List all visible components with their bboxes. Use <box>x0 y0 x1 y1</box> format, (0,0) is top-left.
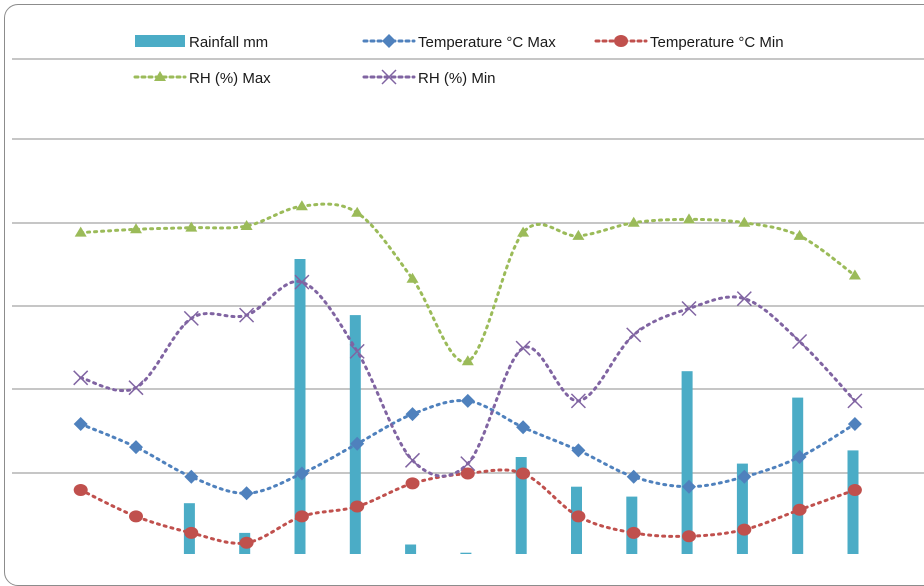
point-rh-max-7 <box>406 272 419 283</box>
point-rh-min-3 <box>183 310 199 326</box>
legend-item-rh-min: RH (%) Min <box>362 69 496 87</box>
point-rh-max-9 <box>517 226 530 237</box>
point-rh-min-15 <box>847 393 863 409</box>
point-temperature-c-min-7 <box>405 477 420 490</box>
point-temperature-c-min-1 <box>73 484 88 496</box>
bar-rainfall-mm-6 <box>349 315 361 554</box>
legend-item-temp-min: Temperature °C Min <box>594 34 784 51</box>
point-temperature-c-min-10 <box>571 510 586 523</box>
bar-rainfall-mm-11 <box>626 496 638 554</box>
point-temperature-c-max-4 <box>239 486 254 501</box>
point-temperature-c-min-13 <box>737 523 752 536</box>
point-rh-max-12 <box>683 213 695 224</box>
legend-label-temp-max: Temperature °C Max <box>418 34 556 51</box>
point-temperature-c-max-13 <box>737 469 752 484</box>
chart-frame <box>4 4 924 586</box>
point-rh-min-8 <box>460 456 476 472</box>
point-rh-min-2 <box>128 380 144 396</box>
series-markers <box>73 200 863 549</box>
point-rh-min-7 <box>404 452 421 468</box>
legend-label-rainfall: Rainfall mm <box>189 34 268 51</box>
legend-marker-diamond <box>382 34 396 48</box>
point-temperature-c-min-6 <box>350 500 365 513</box>
point-temperature-c-min-4 <box>239 536 254 549</box>
point-rh-max-13 <box>738 216 751 227</box>
bar-rainfall-mm-15 <box>847 450 859 554</box>
bar-rainfall-mm-5 <box>294 259 306 554</box>
point-temperature-c-max-6 <box>350 436 365 451</box>
point-rh-min-14 <box>792 333 808 350</box>
point-temperature-c-min-9 <box>516 467 531 480</box>
legend-marker-triangle <box>154 71 166 81</box>
point-rh-max-14 <box>793 229 806 240</box>
point-temperature-c-max-12 <box>682 479 696 494</box>
point-rh-max-4 <box>240 220 253 230</box>
point-temperature-c-max-8 <box>460 393 475 408</box>
bar-rainfall-mm-13 <box>736 463 748 554</box>
point-rh-max-11 <box>627 216 640 227</box>
point-rh-min-6 <box>349 343 365 359</box>
point-rh-max-15 <box>848 269 861 280</box>
line-rh-max-0 <box>79 202 857 364</box>
point-temperature-c-max-10 <box>571 443 586 458</box>
point-rh-min-5 <box>294 274 310 290</box>
point-temperature-c-min-12 <box>682 530 696 543</box>
point-rh-min-12 <box>681 300 697 317</box>
point-temperature-c-min-2 <box>129 510 143 523</box>
point-temperature-c-min-14 <box>792 503 807 516</box>
point-temperature-c-min-8 <box>460 467 475 480</box>
point-temperature-c-max-7 <box>405 407 420 422</box>
point-rh-max-1 <box>74 226 87 237</box>
point-rh-max-8 <box>461 355 474 366</box>
point-rh-min-10 <box>570 393 586 409</box>
legend-marker-circle <box>614 35 628 47</box>
legend-marker-x <box>381 69 397 85</box>
bar-rainfall-mm-14 <box>792 397 804 554</box>
point-temperature-c-max-15 <box>847 417 862 431</box>
point-rh-min-9 <box>515 340 531 356</box>
legend-swatch-rainfall <box>135 35 185 47</box>
point-temperature-c-max-1 <box>73 417 88 431</box>
point-temperature-c-min-3 <box>184 526 199 539</box>
legend-item-rainfall: Rainfall mm <box>135 34 268 51</box>
point-rh-max-5 <box>295 200 308 211</box>
point-temperature-c-max-9 <box>516 420 531 435</box>
point-rh-min-4 <box>239 307 255 323</box>
point-rh-max-3 <box>185 221 198 232</box>
point-temperature-c-min-11 <box>626 526 641 539</box>
legend: Rainfall mm Temperature °C Max Temperatu… <box>133 34 784 87</box>
point-temperature-c-max-5 <box>294 466 309 481</box>
legend-item-rh-max: RH (%) Max <box>133 70 271 87</box>
point-rh-min-13 <box>736 291 752 307</box>
point-rh-max-6 <box>351 206 364 217</box>
bar-rainfall-mm-8 <box>460 552 472 554</box>
line-rh-min-0 <box>79 279 857 478</box>
point-temperature-c-max-2 <box>129 440 143 455</box>
legend-label-temp-min: Temperature °C Min <box>650 34 784 51</box>
combo-chart: Rainfall mm Temperature °C Max Temperatu… <box>12 34 924 554</box>
legend-item-temp-max: Temperature °C Max <box>362 34 556 51</box>
point-rh-max-2 <box>130 223 142 234</box>
point-rh-min-11 <box>626 327 642 343</box>
gridlines <box>12 58 924 474</box>
point-temperature-c-max-3 <box>184 469 199 484</box>
point-temperature-c-min-5 <box>294 510 309 523</box>
point-temperature-c-max-14 <box>792 450 807 464</box>
bar-rainfall-mm-12 <box>681 371 693 554</box>
point-rh-max-10 <box>572 229 585 240</box>
point-temperature-c-max-11 <box>626 469 641 484</box>
bar-rainfall-mm-7 <box>405 544 417 554</box>
bar-rainfall-mm-9 <box>515 457 527 554</box>
point-temperature-c-min-15 <box>847 484 862 496</box>
legend-label-rh-max: RH (%) Max <box>189 70 271 87</box>
point-rh-min-1 <box>73 370 89 386</box>
legend-label-rh-min: RH (%) Min <box>418 70 496 87</box>
line-temperature-c-min-0 <box>79 468 857 545</box>
